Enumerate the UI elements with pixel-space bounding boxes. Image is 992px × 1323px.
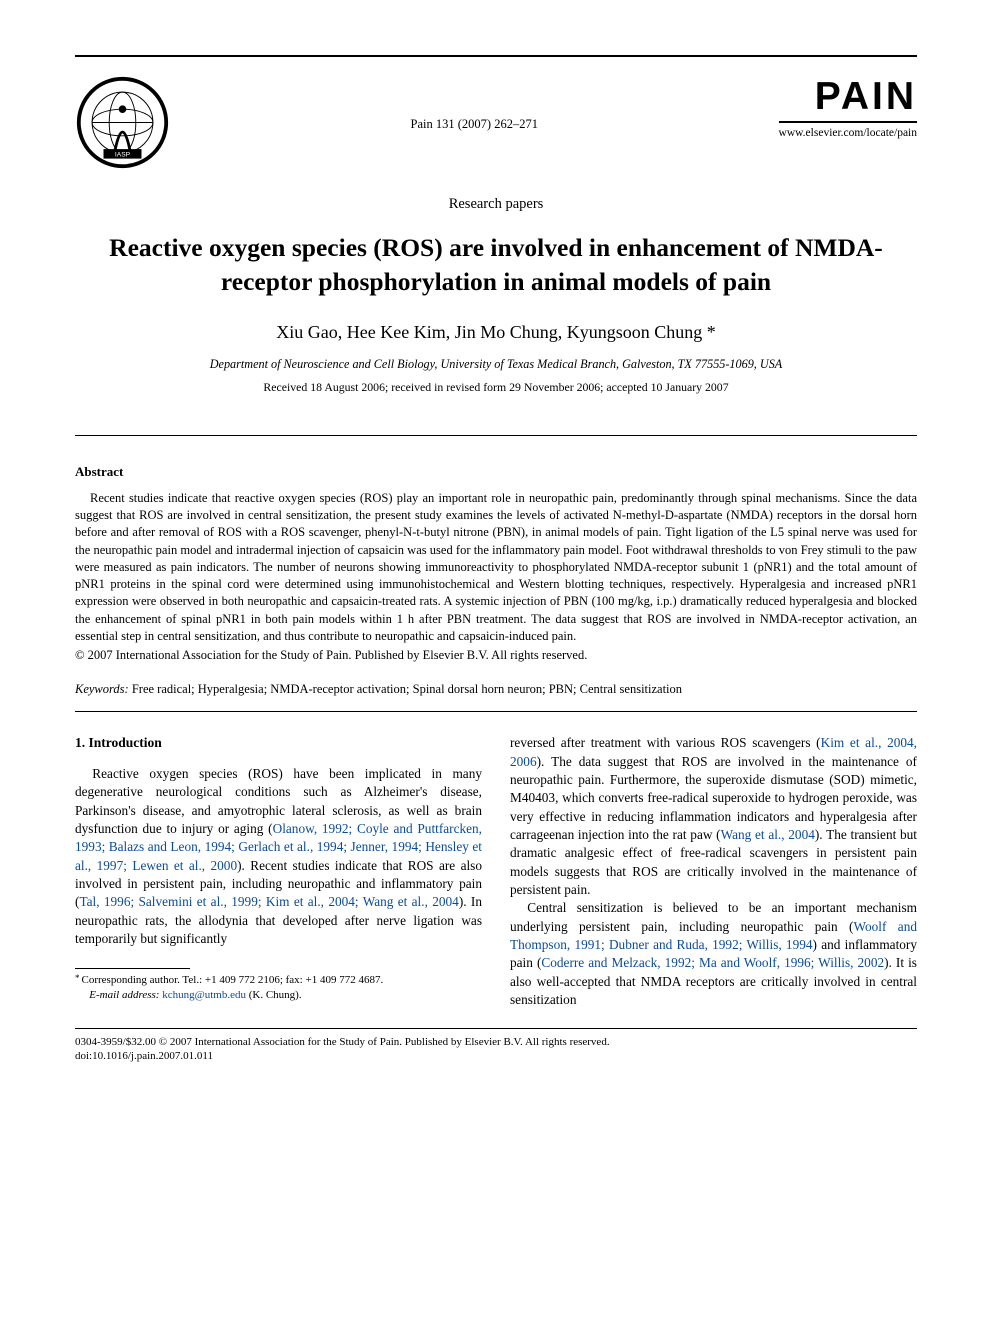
svg-text:IASP: IASP: [115, 152, 131, 159]
pain-logo-text: PAIN: [779, 75, 917, 119]
email-label: E-mail address:: [89, 989, 159, 1001]
footer-publisher: 0304-3959/$32.00 © 2007 International As…: [75, 1035, 917, 1050]
text-fragment: (K. Chung).: [246, 989, 302, 1001]
footer-rule: [75, 1028, 917, 1029]
article-dates: Received 18 August 2006; received in rev…: [75, 380, 917, 395]
corresponding-footnote: *Corresponding author. Tel.: +1 409 772 …: [75, 973, 482, 988]
journal-brand: PAIN www.elsevier.com/locate/pain: [779, 75, 917, 139]
text-fragment: reversed after treatment with various RO…: [510, 735, 821, 750]
intro-heading: 1. Introduction: [75, 734, 482, 753]
abstract-text: Recent studies indicate that reactive ox…: [75, 490, 917, 645]
footer-doi: doi:10.1016/j.pain.2007.01.011: [75, 1049, 917, 1064]
journal-url: www.elsevier.com/locate/pain: [779, 127, 917, 139]
citation-link[interactable]: Coderre and Melzack, 1992; Ma and Woolf,…: [541, 955, 884, 970]
page-header: IASP Pain 131 (2007) 262–271 PAIN www.el…: [75, 55, 917, 170]
abstract-heading: Abstract: [75, 464, 917, 480]
top-rule: [75, 55, 917, 57]
citation-link[interactable]: Wang et al., 2004: [721, 827, 815, 842]
body-columns: 1. Introduction Reactive oxygen species …: [75, 734, 917, 1009]
abstract-copyright: © 2007 International Association for the…: [75, 647, 917, 664]
footnote-text: Corresponding author. Tel.: +1 409 772 2…: [82, 974, 384, 986]
journal-reference: Pain 131 (2007) 262–271: [170, 75, 779, 132]
footnote-separator: [75, 968, 190, 969]
abstract-bottom-rule: [75, 711, 917, 712]
citation-link[interactable]: Tal, 1996; Salvemini et al., 1999; Kim e…: [79, 894, 458, 909]
iasp-logo-icon: IASP: [75, 75, 170, 170]
email-footnote: E-mail address: kchung@utmb.edu (K. Chun…: [75, 988, 482, 1003]
column-left: 1. Introduction Reactive oxygen species …: [75, 734, 482, 1009]
header-row: IASP Pain 131 (2007) 262–271 PAIN www.el…: [75, 75, 917, 170]
logo-underline: [779, 121, 917, 123]
article-title: Reactive oxygen species (ROS) are involv…: [75, 231, 917, 300]
intro-paragraph-1-continued: reversed after treatment with various RO…: [510, 734, 917, 899]
email-link[interactable]: kchung@utmb.edu: [162, 989, 246, 1001]
keywords: Free radical; Hyperalgesia; NMDA-recepto…: [129, 682, 682, 696]
column-right: reversed after treatment with various RO…: [510, 734, 917, 1009]
authors: Xiu Gao, Hee Kee Kim, Jin Mo Chung, Kyun…: [75, 322, 917, 343]
section-label: Research papers: [75, 196, 917, 213]
affiliation: Department of Neuroscience and Cell Biol…: [75, 357, 917, 372]
intro-paragraph-2: Central sensitization is believed to be …: [510, 899, 917, 1009]
intro-paragraph-1: Reactive oxygen species (ROS) have been …: [75, 765, 482, 948]
keywords-row: Keywords: Free radical; Hyperalgesia; NM…: [75, 682, 917, 697]
keywords-label: Keywords:: [75, 682, 129, 696]
abstract-top-rule: [75, 435, 917, 436]
